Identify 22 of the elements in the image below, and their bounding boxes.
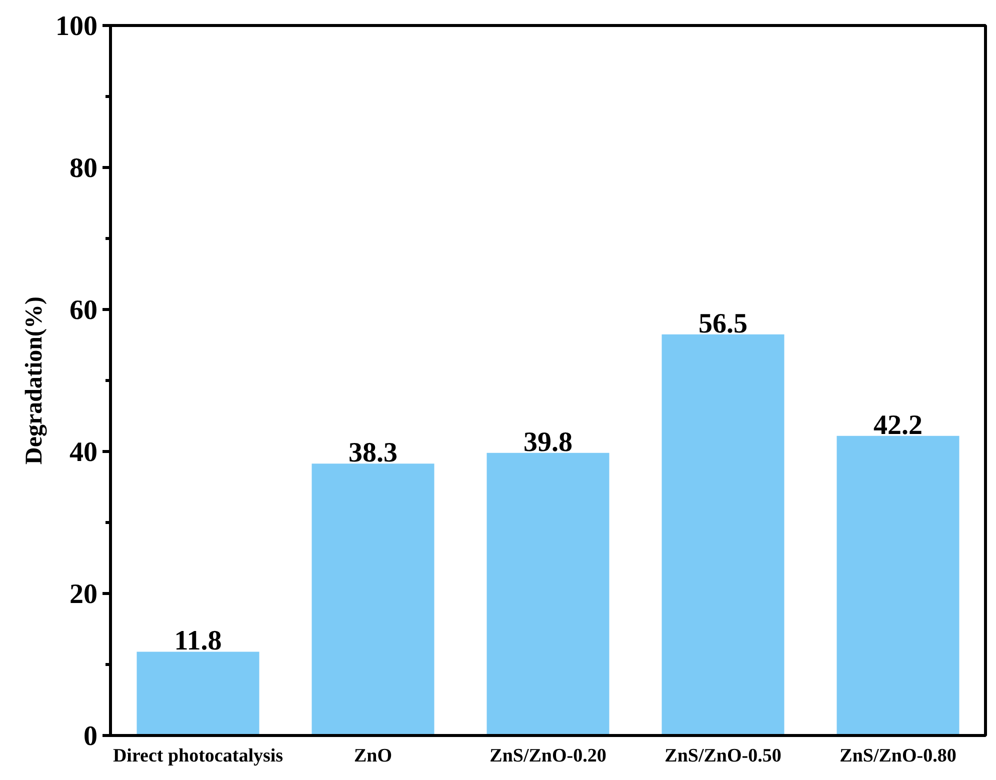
bar	[662, 334, 784, 736]
y-axis-title: Degradation(%)	[22, 296, 48, 464]
x-tick-label: ZnS/ZnO-0.50	[664, 746, 782, 766]
y-tick-label: 20	[70, 579, 98, 610]
y-tick-label: 80	[70, 153, 98, 184]
bar	[836, 436, 960, 736]
data-label: 56.5	[698, 308, 748, 340]
bar	[136, 652, 260, 736]
y-tick-label: 100	[56, 11, 98, 42]
data-label: 38.3	[348, 438, 398, 469]
y-tick-label: 0	[84, 721, 98, 752]
y-tick-label: 60	[70, 295, 98, 326]
x-tick-label: ZnS/ZnO-0.20	[490, 746, 606, 766]
y-tick-label: 40	[70, 437, 98, 468]
data-label: 42.2	[874, 410, 922, 441]
data-label: 11.8	[174, 626, 222, 657]
data-label: 39.8	[524, 426, 572, 458]
x-tick-label: ZnO	[354, 746, 392, 766]
bar	[312, 464, 434, 736]
x-tick-label: Direct photocatalysis	[112, 746, 284, 766]
bar	[486, 452, 610, 736]
x-tick-label: ZnS/ZnO-0.80	[840, 746, 956, 766]
